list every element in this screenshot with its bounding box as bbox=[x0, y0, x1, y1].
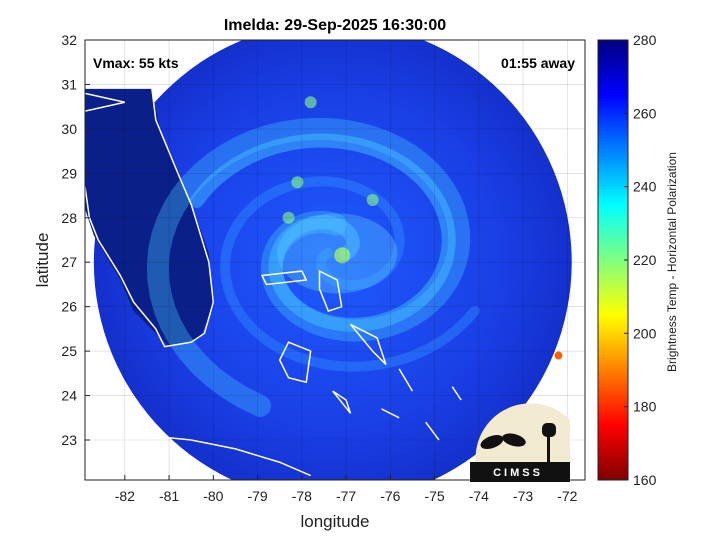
x-tick-label: -72 bbox=[557, 488, 577, 504]
colorbar-tick-label: 260 bbox=[633, 105, 657, 121]
colorbar-tick-label: 200 bbox=[633, 325, 657, 341]
y-tick-label: 25 bbox=[61, 343, 77, 359]
island-outline bbox=[398, 368, 414, 392]
y-axis-label: latitude bbox=[33, 233, 52, 288]
colorbar-ticks: 160 180 200 220 240 260 280 bbox=[624, 32, 657, 488]
coastline bbox=[85, 92, 125, 112]
plot-frame bbox=[84, 39, 586, 481]
y-tick-label: 32 bbox=[61, 32, 77, 48]
island-outline bbox=[451, 386, 462, 401]
rainbands bbox=[146, 96, 563, 417]
convective-cell bbox=[366, 194, 379, 206]
florida-land-signal bbox=[85, 88, 214, 347]
logo-dish-left bbox=[480, 435, 504, 449]
y-tick-label: 31 bbox=[61, 76, 77, 92]
x-tick-label: -75 bbox=[424, 488, 444, 504]
colorbar-tick-label: 240 bbox=[633, 179, 657, 195]
convective-cell bbox=[291, 176, 304, 189]
y-tick-label: 30 bbox=[61, 121, 77, 137]
x-tick-label: -76 bbox=[380, 488, 400, 504]
y-tick-label: 28 bbox=[61, 210, 77, 226]
y-tick-label: 23 bbox=[61, 432, 77, 448]
colorbar-tick-label: 220 bbox=[633, 252, 657, 268]
y-tick-label: 27 bbox=[61, 254, 77, 270]
time-offset-label: 01:55 away bbox=[501, 55, 575, 71]
island-outline bbox=[381, 408, 400, 419]
island-outline bbox=[278, 341, 312, 384]
x-tick-label: -79 bbox=[247, 488, 267, 504]
x-tick-label: -80 bbox=[203, 488, 223, 504]
logo-tower-leg bbox=[547, 435, 550, 463]
island-outline bbox=[425, 421, 440, 441]
logo-ground bbox=[470, 462, 570, 482]
y-tick-label: 26 bbox=[61, 299, 77, 315]
island-outline bbox=[332, 390, 352, 414]
colorbar-tick-label: 280 bbox=[633, 32, 657, 48]
swath-disk bbox=[93, 40, 572, 480]
convective-cell bbox=[304, 96, 317, 109]
colorbar-tick-label: 180 bbox=[633, 399, 657, 415]
grid bbox=[85, 40, 585, 480]
island-outline bbox=[349, 323, 387, 365]
x-tick-label: -74 bbox=[469, 488, 489, 504]
logo-tower-tank bbox=[542, 423, 556, 437]
x-tick-label: -77 bbox=[336, 488, 356, 504]
rainband-arm bbox=[220, 176, 480, 372]
colorbar-label: Brightness Temp - Horizontal Polarizatio… bbox=[665, 152, 679, 372]
x-tick-label: -78 bbox=[292, 488, 312, 504]
colorbar-tick-label: 160 bbox=[633, 472, 657, 488]
storm-center bbox=[334, 247, 351, 264]
plot-area bbox=[85, 40, 585, 480]
x-tick-label: -81 bbox=[159, 488, 179, 504]
convective-cell-edge bbox=[554, 351, 563, 360]
logo-dish-right bbox=[502, 433, 526, 447]
rainband-arm bbox=[189, 133, 456, 332]
island-outline bbox=[318, 269, 343, 313]
coastline bbox=[85, 457, 143, 477]
x-tick-label: -82 bbox=[115, 488, 135, 504]
rainband-arm bbox=[146, 117, 471, 417]
y-axis: 23 24 25 26 27 28 29 30 31 32 bbox=[61, 32, 90, 448]
x-tick-label: -73 bbox=[513, 488, 533, 504]
colorbar bbox=[597, 39, 629, 481]
coastlines bbox=[85, 40, 462, 477]
y-tick-label: 29 bbox=[61, 165, 77, 181]
convective-cell bbox=[282, 211, 295, 224]
x-axis: -82 -81 -80 -79 -78 -77 -76 -75 -74 -73 -72 bbox=[115, 475, 578, 504]
island-outline bbox=[260, 270, 308, 286]
cimss-logo: CIMSS bbox=[470, 403, 570, 482]
logo-text: CIMSS bbox=[493, 467, 543, 479]
microwave-swath bbox=[85, 40, 572, 480]
coastline bbox=[85, 40, 215, 348]
coastline bbox=[85, 434, 311, 477]
vmax-label: Vmax: 55 kts bbox=[93, 55, 179, 71]
chart-title: Imelda: 29-Sep-2025 16:30:00 bbox=[224, 17, 446, 34]
x-axis-label: longitude bbox=[300, 512, 369, 531]
y-tick-label: 24 bbox=[61, 388, 77, 404]
